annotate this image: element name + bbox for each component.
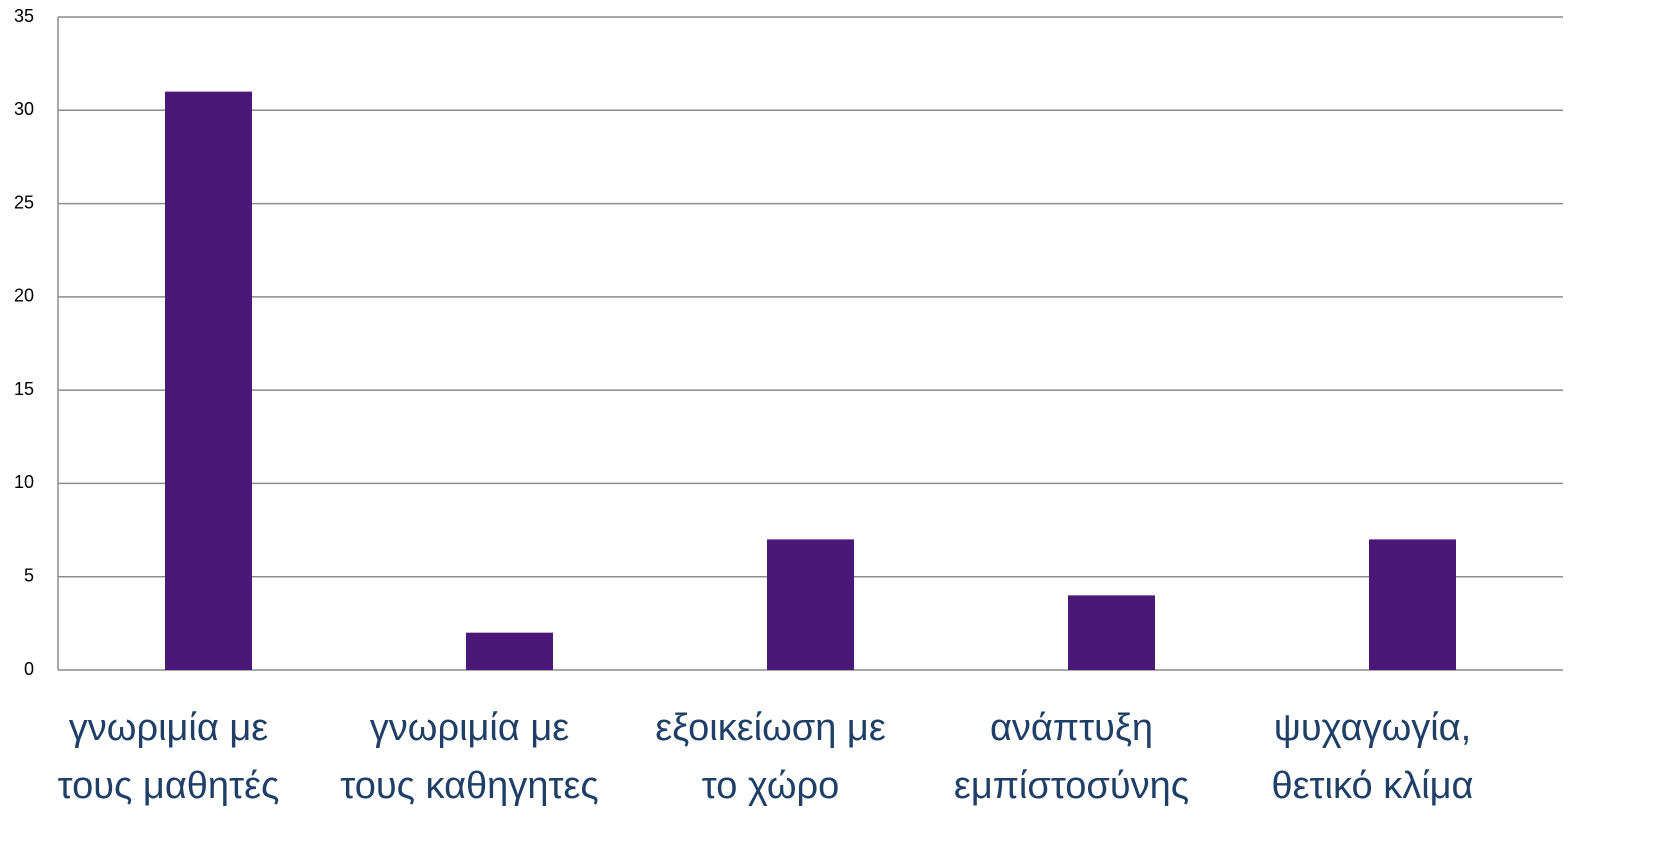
x-tick-label: γνωριμία με: [370, 707, 569, 749]
x-tick-label: θετικό κλίμα: [1271, 765, 1473, 807]
x-tick-label: ψυχαγωγία,: [1274, 707, 1471, 749]
y-tick-label: 35: [14, 6, 34, 26]
y-tick-label: 0: [24, 659, 34, 679]
x-tick-label: το χώρο: [702, 765, 840, 807]
x-tick-label: ανάπτυξη: [990, 707, 1153, 749]
x-tick-label: τους καθηγητες: [340, 765, 598, 807]
x-tick-label: εμπίστοσύνης: [954, 765, 1189, 807]
y-tick-label: 30: [14, 99, 34, 119]
x-tick-label: γνωριμία με: [69, 707, 268, 749]
y-tick-label: 5: [24, 565, 34, 585]
bar: [165, 91, 252, 671]
y-tick-label: 15: [14, 379, 34, 399]
y-tick-label: 20: [14, 286, 34, 306]
bar: [1068, 595, 1155, 670]
bar: [1369, 539, 1456, 670]
bar: [767, 539, 854, 670]
y-tick-label: 10: [14, 472, 34, 492]
y-tick-label: 25: [14, 192, 34, 212]
bar: [466, 632, 553, 670]
x-tick-label: τους μαθητές: [58, 765, 280, 807]
x-tick-label: εξοικείωση με: [655, 707, 886, 749]
